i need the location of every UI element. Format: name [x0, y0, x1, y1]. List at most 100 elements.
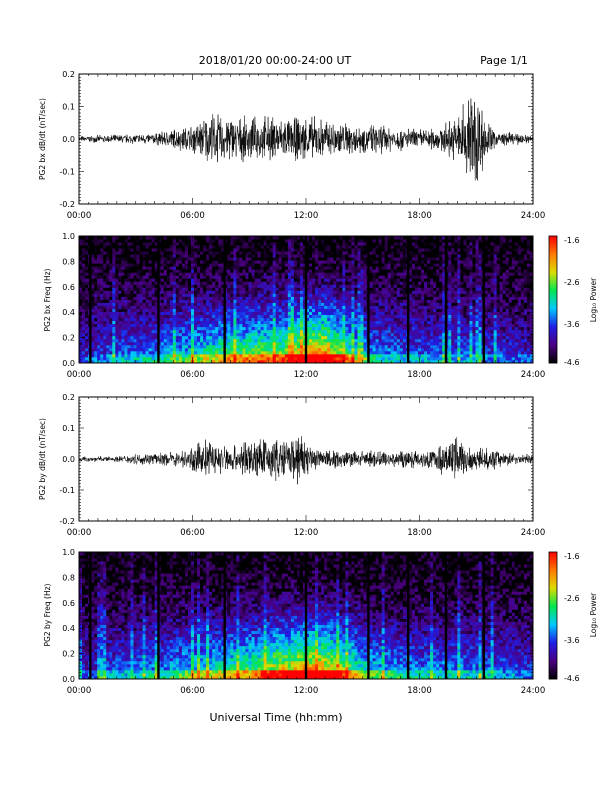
spectrogram-cell [118, 266, 122, 270]
spectrogram-cell [209, 293, 213, 297]
spectrogram-cell [360, 296, 364, 300]
spectrogram-cell [178, 323, 183, 328]
spectrogram-cell [360, 245, 364, 249]
spectrogram-cell [151, 236, 156, 240]
spectrogram-cell [360, 305, 364, 309]
spectrogram-cell [154, 332, 159, 337]
spectrogram-cell [239, 284, 243, 288]
spectrogram-cell [411, 305, 416, 309]
spectrogram-cell [263, 356, 268, 361]
spectrogram-cell [342, 329, 346, 334]
spectrogram-cell [318, 344, 322, 349]
spectrogram-cell [233, 305, 237, 309]
spectrogram-cell [278, 341, 283, 346]
spectrogram-cell [411, 251, 416, 255]
spectrogram-cell [324, 287, 328, 291]
spectrogram-cell [269, 287, 274, 291]
spectrogram-cell [103, 317, 107, 322]
spectrogram-cell [266, 275, 271, 279]
spectrogram-cell [357, 302, 361, 306]
spectrogram-cell [85, 269, 89, 273]
spectrogram-cell [148, 311, 153, 316]
spectrogram-cell [206, 308, 210, 312]
spectrogram-cell [215, 332, 219, 337]
spectrogram-cell [393, 272, 398, 276]
spectrogram-cell [254, 269, 258, 273]
spectrogram-cell [284, 266, 289, 270]
spectrogram-cell [136, 329, 140, 334]
spectrogram-cell [236, 260, 240, 264]
spectrogram-cell [136, 242, 140, 246]
spectrogram-cell [121, 266, 125, 270]
spectrogram-cell [257, 269, 261, 273]
spectrogram-cell [281, 305, 286, 309]
spectrogram-cell [227, 281, 231, 285]
spectrogram-cell [100, 245, 104, 249]
spectrogram-cell [79, 278, 83, 282]
spectrogram-cell [281, 347, 286, 352]
spectrogram-cell [399, 308, 404, 312]
spectrogram-cell [175, 296, 180, 300]
spectrogram-cell [369, 311, 373, 316]
spectrogram-cell [139, 338, 143, 343]
spectrogram-cell [230, 269, 234, 273]
spectrogram-cell [378, 332, 383, 337]
spectrogram-cell [106, 281, 110, 285]
spectrogram-cell [160, 278, 165, 282]
spectrogram-cell [318, 251, 322, 255]
spectrogram-cell [169, 278, 174, 282]
spectrogram-cell [145, 296, 150, 300]
spectrogram-cell [354, 239, 358, 243]
spectrogram-cell [139, 311, 143, 316]
spectrogram-cell [309, 344, 313, 349]
spectrogram-cell [396, 287, 401, 291]
spectrogram-cell [402, 305, 407, 309]
spectrogram-cell [85, 317, 89, 322]
spectrogram-cell [160, 326, 165, 331]
spectrogram-cell [145, 260, 150, 264]
spectrogram-cell [333, 356, 337, 361]
spectrogram-cell [212, 302, 216, 306]
spectrogram-cell [393, 299, 398, 303]
spectrogram-cell [215, 275, 219, 279]
spectrogram-cell [194, 320, 198, 325]
spectrogram-cell [339, 356, 343, 361]
spectrogram-cell [399, 302, 404, 306]
spectrogram-cell [203, 239, 207, 243]
spectrogram-cell [242, 359, 246, 364]
spectrogram-cell [278, 305, 283, 309]
spectrogram-cell [342, 254, 346, 258]
spectrogram-cell [227, 275, 231, 279]
spectrogram-cell [181, 305, 186, 309]
spectrogram-cell [369, 329, 373, 334]
spectrogram-cell [384, 242, 389, 246]
spectrogram-cell [399, 356, 404, 361]
spectrogram-cell [109, 242, 113, 246]
spectrogram-cell [384, 260, 389, 264]
spectrogram-cell [390, 239, 395, 243]
spectrogram-cell [372, 269, 377, 273]
spectrogram-cell [245, 272, 249, 276]
spectrogram-cell [333, 263, 337, 267]
spectrogram-cell [178, 236, 183, 240]
spectrogram-cell [236, 242, 240, 246]
spectrogram-cell [411, 299, 416, 303]
spectrogram-cell [408, 359, 413, 364]
spectrogram-cell [148, 245, 153, 249]
spectrogram-cell [115, 266, 119, 270]
spectrogram-cell [421, 311, 425, 316]
spectrogram-cell [408, 239, 413, 243]
spectrogram-cell [163, 338, 168, 343]
spectrogram-cell [212, 278, 216, 282]
spectrogram-cell [287, 353, 292, 358]
spectrogram-cell [378, 287, 383, 291]
spectrogram-cell [100, 239, 104, 243]
spectrogram-cell [375, 257, 380, 261]
spectrogram-cell [269, 344, 274, 349]
spectrogram-cell [345, 299, 349, 303]
spectrogram-cell [348, 341, 352, 346]
spectrogram-cell [336, 236, 340, 240]
spectrogram-cell [390, 311, 395, 316]
spectrogram-cell [85, 263, 89, 267]
spectrogram-cell [94, 320, 98, 325]
